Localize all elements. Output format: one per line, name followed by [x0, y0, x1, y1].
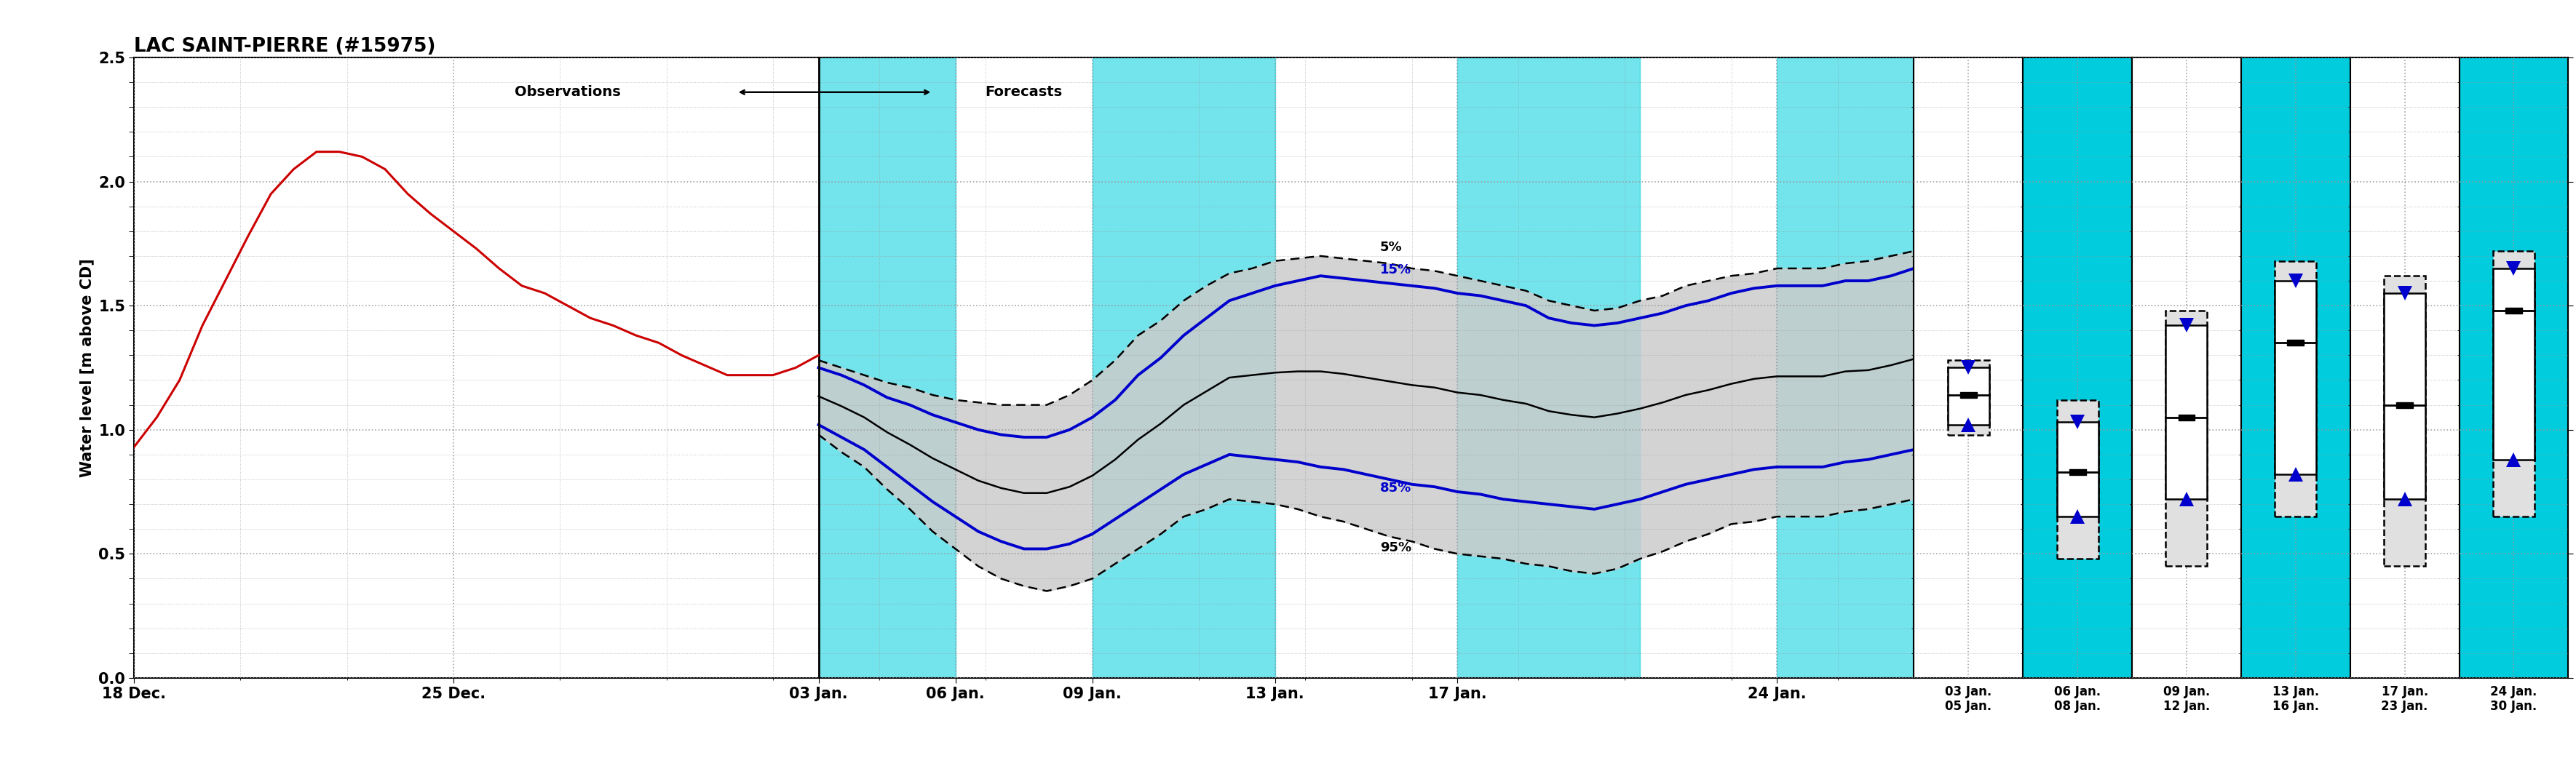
Bar	[2396, 402, 2414, 408]
Bar	[1092, 57, 1275, 678]
Text: Observations: Observations	[515, 85, 621, 99]
Text: 15%: 15%	[1381, 264, 1412, 277]
Bar	[1458, 57, 1641, 678]
Bar	[2275, 281, 2316, 474]
Text: 85%: 85%	[1381, 482, 1412, 495]
Bar	[2069, 469, 2087, 475]
Bar	[2494, 268, 2535, 460]
Text: Forecasts: Forecasts	[984, 85, 1061, 99]
Bar	[2056, 422, 2099, 516]
Bar	[1947, 360, 1989, 434]
Text: 5%: 5%	[1381, 241, 1401, 254]
Bar	[2166, 326, 2208, 499]
Bar	[2383, 276, 2427, 566]
Bar	[1960, 392, 1976, 398]
Bar	[1777, 57, 1914, 678]
Bar	[2383, 293, 2427, 499]
Bar	[2287, 340, 2303, 345]
Y-axis label: Water level [m above CD]: Water level [m above CD]	[80, 258, 95, 477]
Bar	[819, 57, 956, 678]
Bar	[2506, 308, 2522, 313]
Bar	[2166, 310, 2208, 566]
Text: 95%: 95%	[1381, 541, 1412, 555]
Bar	[2056, 400, 2099, 558]
Bar	[2179, 414, 2195, 421]
Bar	[1947, 368, 1989, 425]
Bar	[2494, 251, 2535, 516]
Text: LAC SAINT-PIERRE (#15975): LAC SAINT-PIERRE (#15975)	[134, 37, 435, 56]
Bar	[2275, 261, 2316, 516]
